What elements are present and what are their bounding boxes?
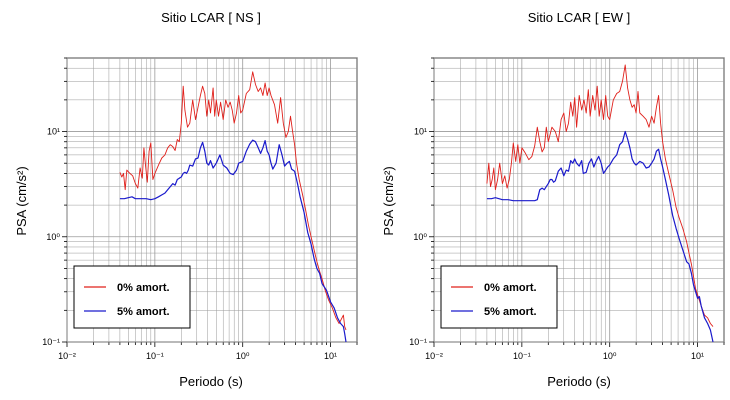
x-tick-label: 10⁻² bbox=[58, 351, 76, 361]
x-tick-label: 10⁰ bbox=[236, 351, 250, 361]
chart-title: Sitio LCAR [ NS ] bbox=[161, 10, 261, 25]
grid bbox=[62, 57, 358, 347]
grid bbox=[429, 57, 725, 347]
y-tick-label: 10⁰ bbox=[413, 232, 427, 242]
legend: 0% amort. 5% amort. bbox=[440, 265, 558, 329]
legend-label: 0% amort. bbox=[117, 282, 170, 294]
legend-box bbox=[73, 265, 191, 329]
chart-ns: Sitio LCAR [ NS ] 10⁻² 10⁻¹ 10⁰ 10¹ 10⁻¹… bbox=[14, 10, 358, 389]
x-tick-label: 10⁻² bbox=[425, 351, 443, 361]
y-tick-label: 10⁰ bbox=[46, 232, 60, 242]
x-tick-label: 10⁻¹ bbox=[513, 351, 531, 361]
series-group bbox=[119, 71, 347, 343]
series-line-amort-5 bbox=[119, 139, 347, 343]
x-tick-label: 10⁻¹ bbox=[146, 351, 164, 361]
chart-title: Sitio LCAR [ EW ] bbox=[528, 10, 631, 25]
legend-label: 5% amort. bbox=[484, 306, 537, 318]
y-axis-label: PSA (cm/s²) bbox=[14, 166, 29, 235]
y-tick-label: 10⁻¹ bbox=[42, 337, 60, 347]
tick-labels: 10⁻² 10⁻¹ 10⁰ 10¹ 10⁻¹ 10⁰ 10¹ bbox=[42, 127, 337, 361]
chart-ew: Sitio LCAR [ EW ] 10⁻² 10⁻¹ 10⁰ 10¹ 10⁻¹… bbox=[381, 10, 725, 389]
y-axis-label: PSA (cm/s²) bbox=[381, 166, 396, 235]
x-tick-label: 10¹ bbox=[324, 351, 337, 361]
series-line-amort-0 bbox=[486, 64, 714, 327]
x-axis-label: Periodo (s) bbox=[547, 374, 611, 389]
tick-labels: 10⁻² 10⁻¹ 10⁰ 10¹ 10⁻¹ 10⁰ 10¹ bbox=[409, 127, 704, 361]
legend-box bbox=[440, 265, 558, 329]
x-tick-label: 10¹ bbox=[691, 351, 704, 361]
legend-label: 0% amort. bbox=[484, 282, 537, 294]
series-line-amort-0 bbox=[119, 71, 347, 331]
x-axis-label: Periodo (s) bbox=[179, 374, 243, 389]
y-tick-label: 10¹ bbox=[414, 127, 427, 137]
legend-label: 5% amort. bbox=[117, 306, 170, 318]
series-group bbox=[486, 64, 714, 343]
y-tick-label: 10⁻¹ bbox=[409, 337, 427, 347]
x-tick-label: 10⁰ bbox=[603, 351, 617, 361]
legend: 0% amort. 5% amort. bbox=[73, 265, 191, 329]
series-line-amort-5 bbox=[486, 130, 714, 343]
y-tick-label: 10¹ bbox=[47, 127, 60, 137]
